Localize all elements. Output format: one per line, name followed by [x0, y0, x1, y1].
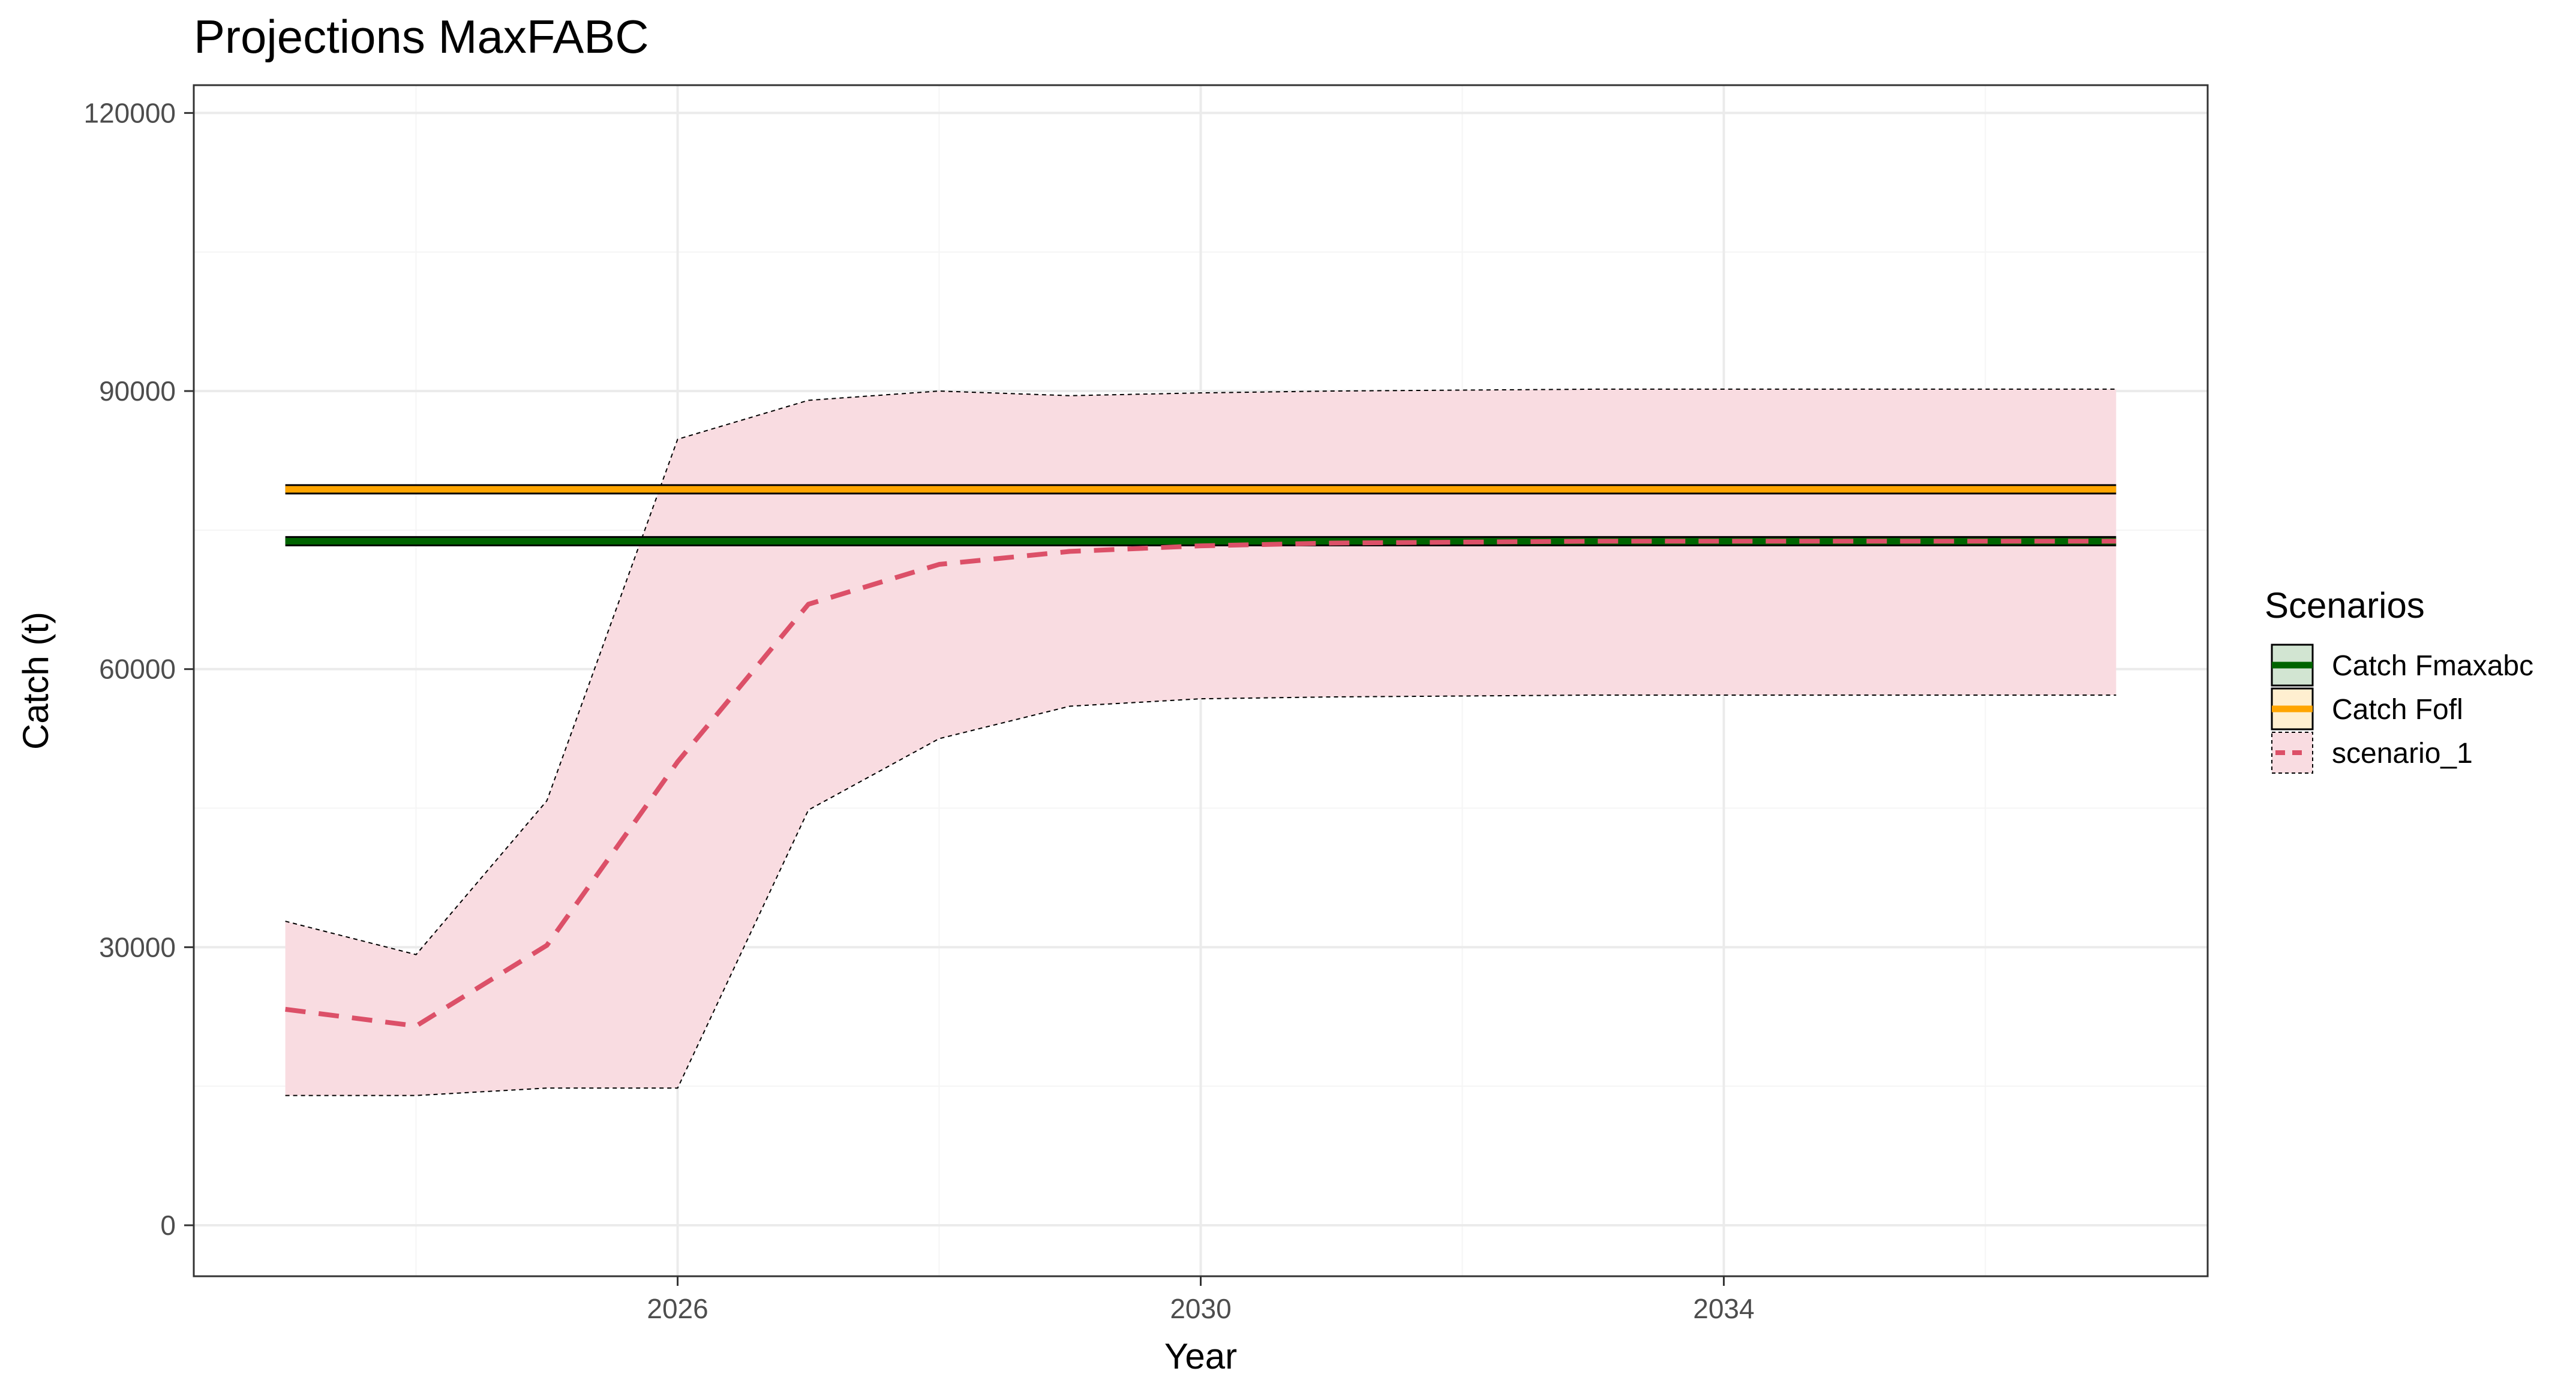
- scenario-1-lower-bound: [285, 694, 2116, 1096]
- legend-item-catch-fmaxabc: Catch Fmaxabc: [2271, 644, 2533, 687]
- y-tick-label: 0: [160, 1210, 176, 1241]
- y-tick-label: 90000: [99, 375, 176, 407]
- legend-label-scenario-1: scenario_1: [2332, 738, 2473, 769]
- axis-ticks: [184, 112, 1725, 1286]
- y-tick-label: 30000: [99, 931, 176, 963]
- series-lines: [285, 484, 2116, 1029]
- legend-item-catch-fofl: Catch Fofl: [2271, 687, 2463, 730]
- x-tick-label: 2030: [1170, 1293, 1231, 1324]
- x-axis-title: Year: [1164, 1336, 1237, 1376]
- scenario-1-upper-bound: [285, 388, 2116, 955]
- y-tick-label: 120000: [84, 97, 176, 128]
- x-tick-label: 2026: [647, 1293, 708, 1324]
- legend-label-catch-fmaxabc: Catch Fmaxabc: [2332, 650, 2533, 682]
- legend-item-scenario-1: scenario_1: [2271, 732, 2473, 774]
- chart-title: Projections MaxFABC: [194, 10, 649, 63]
- y-tick-label: 60000: [99, 654, 176, 685]
- x-tick-label: 2034: [1693, 1293, 1754, 1324]
- tick-labels: 0 30000 60000 90000 120000 2026 2030 2034: [84, 97, 1755, 1324]
- y-axis-title: Catch (t): [16, 612, 56, 750]
- legend-title: Scenarios: [2265, 585, 2425, 626]
- legend: Scenarios Catch Fmaxabc Catch Fofl scenari…: [2265, 585, 2533, 774]
- scenario-1-line: [285, 539, 2116, 1029]
- confidence-bands: [285, 388, 2116, 1096]
- legend-label-catch-fofl: Catch Fofl: [2332, 694, 2463, 726]
- scenario-1-band: [285, 389, 2116, 1096]
